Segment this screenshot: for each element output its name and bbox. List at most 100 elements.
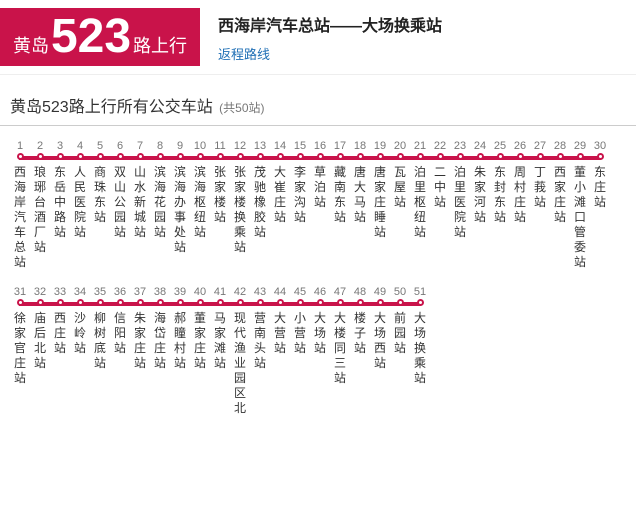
stop-name[interactable]: 双山公园站 bbox=[110, 165, 130, 270]
stop-name[interactable]: 张家楼换乘站 bbox=[230, 165, 250, 270]
stop-name-row: 西海岸汽车总站琅琊台酒厂站东岳中路站人民医院站商珠东站双山公园站山水新城站滨海花… bbox=[10, 165, 626, 270]
stop-dot bbox=[117, 299, 124, 306]
stop-number: 33 bbox=[50, 286, 70, 298]
stop-number: 31 bbox=[10, 286, 30, 298]
stop-dot bbox=[277, 153, 284, 160]
stop-name[interactable]: 海岱庄站 bbox=[150, 311, 170, 416]
stop-name[interactable]: 茂驰橡胶站 bbox=[250, 165, 270, 270]
stop-number: 1 bbox=[10, 140, 30, 152]
stop-name[interactable]: 滨海办事处站 bbox=[170, 165, 190, 270]
stop-name[interactable]: 楼子站 bbox=[350, 311, 370, 416]
stop-name[interactable]: 大楼同三站 bbox=[330, 311, 350, 416]
stop-number: 39 bbox=[170, 286, 190, 298]
stop-name[interactable]: 郝瞳村站 bbox=[170, 311, 190, 416]
return-link-text[interactable]: 返程路线 bbox=[218, 47, 270, 62]
stop-name[interactable]: 藏南东站 bbox=[330, 165, 350, 270]
stop-dot bbox=[177, 299, 184, 306]
stop-name[interactable]: 琅琊台酒厂站 bbox=[30, 165, 50, 270]
stop-name[interactable]: 东岳中路站 bbox=[50, 165, 70, 270]
stop-name[interactable]: 大崔庄站 bbox=[270, 165, 290, 270]
section-title: 黄岛523路上行所有公交车站 (共50站) bbox=[0, 75, 636, 126]
stop-dot bbox=[357, 153, 364, 160]
stop-name[interactable]: 周村庄站 bbox=[510, 165, 530, 270]
route-line bbox=[10, 299, 626, 309]
stop-dot bbox=[597, 153, 604, 160]
stop-name[interactable]: 山水新城站 bbox=[130, 165, 150, 270]
stop-dot bbox=[257, 299, 264, 306]
stop-name[interactable]: 大场西站 bbox=[370, 311, 390, 416]
stop-name[interactable]: 商珠东站 bbox=[90, 165, 110, 270]
stop-dot bbox=[417, 153, 424, 160]
stop-dot bbox=[237, 299, 244, 306]
stop-number: 24 bbox=[470, 140, 490, 152]
stop-name[interactable]: 庙后北站 bbox=[30, 311, 50, 416]
stop-number: 13 bbox=[250, 140, 270, 152]
stop-dot bbox=[277, 299, 284, 306]
stop-name[interactable]: 信阳站 bbox=[110, 311, 130, 416]
stop-name[interactable]: 李家沟站 bbox=[290, 165, 310, 270]
stop-name[interactable]: 东封东站 bbox=[490, 165, 510, 270]
stop-dot bbox=[137, 299, 144, 306]
stops-diagram: 1234567891011121314151617181920212223242… bbox=[0, 140, 636, 444]
stop-number: 34 bbox=[70, 286, 90, 298]
stop-number: 38 bbox=[150, 286, 170, 298]
stops-row: 1234567891011121314151617181920212223242… bbox=[10, 140, 626, 270]
stop-dot bbox=[257, 153, 264, 160]
stop-dot bbox=[77, 299, 84, 306]
stop-name[interactable]: 二中站 bbox=[430, 165, 450, 270]
stop-dot bbox=[377, 153, 384, 160]
stop-number: 46 bbox=[310, 286, 330, 298]
stop-name[interactable]: 草泊站 bbox=[310, 165, 330, 270]
stop-name[interactable]: 唐大马站 bbox=[350, 165, 370, 270]
stop-number: 15 bbox=[290, 140, 310, 152]
stop-dot bbox=[117, 153, 124, 160]
stop-number: 48 bbox=[350, 286, 370, 298]
stop-name[interactable]: 前园站 bbox=[390, 311, 410, 416]
stop-number: 45 bbox=[290, 286, 310, 298]
stop-dot bbox=[97, 153, 104, 160]
stop-dot bbox=[177, 153, 184, 160]
return-route-link[interactable]: 返程路线 bbox=[218, 44, 442, 63]
stop-name[interactable]: 沙岭站 bbox=[70, 311, 90, 416]
stop-number: 26 bbox=[510, 140, 530, 152]
stop-dot bbox=[477, 153, 484, 160]
stop-name[interactable]: 马家滩站 bbox=[210, 311, 230, 416]
stop-name[interactable]: 徐家官庄站 bbox=[10, 311, 30, 416]
stop-number: 40 bbox=[190, 286, 210, 298]
stop-name[interactable]: 朱家河站 bbox=[470, 165, 490, 270]
stop-name[interactable]: 张家楼站 bbox=[210, 165, 230, 270]
stop-number: 37 bbox=[130, 286, 150, 298]
stop-name[interactable]: 大场换乘站 bbox=[410, 311, 430, 416]
stop-name[interactable]: 丁莪站 bbox=[530, 165, 550, 270]
stop-number: 5 bbox=[90, 140, 110, 152]
stop-name[interactable]: 西家庄站 bbox=[550, 165, 570, 270]
stop-name[interactable]: 大营站 bbox=[270, 311, 290, 416]
stop-name[interactable]: 西庄站 bbox=[50, 311, 70, 416]
stop-name[interactable]: 滨海花园站 bbox=[150, 165, 170, 270]
stop-dot bbox=[517, 153, 524, 160]
stop-name[interactable]: 泊里枢纽站 bbox=[410, 165, 430, 270]
route-info: 西海岸汽车总站——大场换乘站 返程路线 bbox=[218, 8, 442, 63]
stop-name[interactable]: 小营站 bbox=[290, 311, 310, 416]
stop-name[interactable]: 泊里医院站 bbox=[450, 165, 470, 270]
stop-number: 6 bbox=[110, 140, 130, 152]
stop-name[interactable]: 滨海枢纽站 bbox=[190, 165, 210, 270]
stop-name[interactable]: 东庄站 bbox=[590, 165, 610, 270]
stop-dot bbox=[397, 153, 404, 160]
stop-number: 7 bbox=[130, 140, 150, 152]
stop-name[interactable]: 人民医院站 bbox=[70, 165, 90, 270]
stop-name[interactable]: 现代渔业园区北 bbox=[230, 311, 250, 416]
stop-name[interactable]: 柳树底站 bbox=[90, 311, 110, 416]
stop-name[interactable]: 营南头站 bbox=[250, 311, 270, 416]
stop-name[interactable]: 朱家庄站 bbox=[130, 311, 150, 416]
stop-name[interactable]: 董家庄站 bbox=[190, 311, 210, 416]
stop-dot bbox=[317, 153, 324, 160]
stop-dot bbox=[577, 153, 584, 160]
stop-dot bbox=[437, 153, 444, 160]
stop-name[interactable]: 唐家庄睡站 bbox=[370, 165, 390, 270]
stop-name[interactable]: 瓦屋站 bbox=[390, 165, 410, 270]
stop-name[interactable]: 董小滩口管委站 bbox=[570, 165, 590, 270]
stop-name[interactable]: 西海岸汽车总站 bbox=[10, 165, 30, 270]
stop-number: 14 bbox=[270, 140, 290, 152]
stop-name[interactable]: 大场站 bbox=[310, 311, 330, 416]
